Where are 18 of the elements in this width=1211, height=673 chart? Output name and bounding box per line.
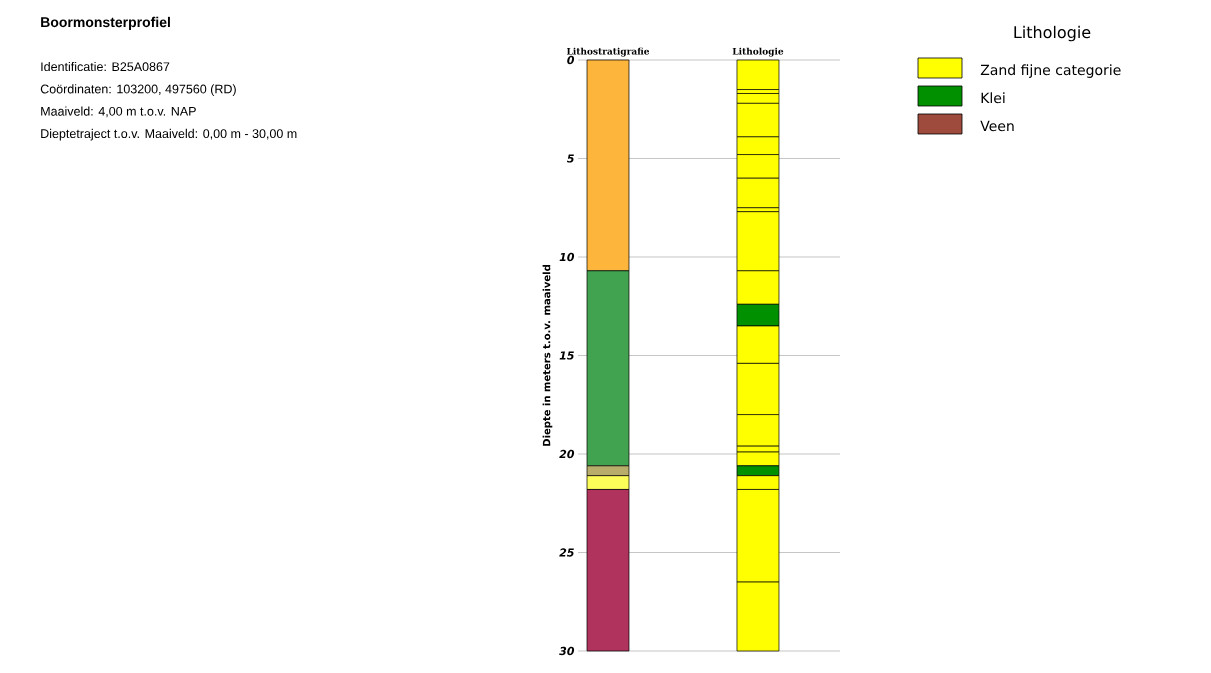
y-axis-title: Diepte in meters t.o.v. maaiveld [542, 265, 553, 446]
y-tick-label: 25 [559, 548, 574, 557]
y-tick-label: 30 [559, 646, 575, 656]
text: Identificatie: B25A0867 [41, 61, 170, 72]
y-tick-label: 5 [566, 154, 574, 163]
text: Maaiveld: 4,00 m t.o.v. NAP [41, 106, 196, 118]
y-tick-label: 0 [567, 55, 575, 65]
text: Boormonsterprofiel [41, 16, 170, 30]
legend-label: Veen [980, 120, 1014, 132]
y-tick-label: 20 [559, 449, 575, 459]
y-tick-label: 15 [559, 351, 574, 360]
legend-label: Klei [981, 92, 1005, 104]
legend-title: Lithologie [1014, 25, 1091, 42]
text: Dieptetraject t.o.v. Maaiveld: 0,00 m - 30,00 m [41, 128, 297, 141]
y-tick-label: 10 [559, 252, 575, 262]
legend-label: Zand fijne categorie [980, 64, 1121, 78]
text: Coördinaten: 103200, 497560 (RD) [40, 84, 236, 96]
x-tick-label: Lithostratigrafie [566, 47, 650, 57]
